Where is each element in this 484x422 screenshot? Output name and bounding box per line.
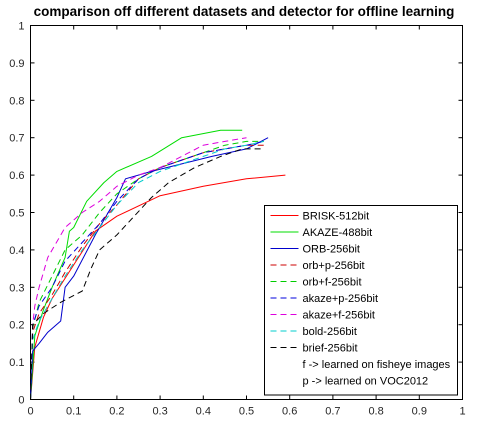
x-tick-label: 0.7 — [325, 406, 340, 418]
series-lines — [30, 129, 286, 400]
series-line-akaze-488bit — [30, 129, 243, 400]
x-tick-label: 0.4 — [196, 406, 211, 418]
y-tick-label: 0.8 — [9, 95, 24, 107]
series-line-orb-f-256bit — [30, 140, 264, 400]
x-tick-label: 0.9 — [412, 406, 427, 418]
legend-entry-label: orb+p-256bit — [303, 260, 365, 272]
y-tick-label: 0.3 — [9, 282, 24, 294]
legend-box — [264, 205, 458, 396]
y-tick-label: 0.1 — [9, 357, 24, 369]
legend-note: p -> learned on VOC2012 — [303, 376, 429, 388]
x-tick-label: 0.3 — [152, 406, 167, 418]
y-tick-label: 0.7 — [9, 133, 24, 145]
x-tick-label: 0.8 — [368, 406, 383, 418]
series-line-bold-256bit — [30, 140, 264, 400]
series-line-brief-256bit — [30, 148, 264, 400]
legend-entry-label: BRISK-512bit — [303, 211, 370, 223]
y-tick-label: 0.9 — [9, 58, 24, 70]
legend-entry-label: akaze+f-256bit — [303, 310, 375, 322]
y-tick-label: 0.4 — [9, 245, 24, 257]
legend: BRISK-512bit AKAZE-488bit ORB-256bit orb+p-… — [264, 205, 458, 396]
series-line-akaze-f-256bit — [30, 137, 247, 400]
legend-entry-label: akaze+p-256bit — [303, 293, 379, 305]
x-tick-label: 1 — [459, 406, 465, 418]
x-tick-label: 0.1 — [66, 406, 81, 418]
x-tick-label: 0.2 — [109, 406, 124, 418]
legend-entry-label: AKAZE-488bit — [303, 227, 373, 239]
series-line-akaze-p-256bit — [30, 140, 264, 400]
y-tick-label: 0.5 — [9, 208, 24, 220]
legend-entry-label: brief-256bit — [303, 343, 358, 355]
y-tick-label: 0.6 — [9, 170, 24, 182]
legend-entry-label: bold-256bit — [303, 326, 357, 338]
x-tick-label: 0.5 — [239, 406, 254, 418]
series-line-brisk-512bit — [30, 174, 286, 400]
series-line-orb-256bit — [30, 137, 269, 400]
chart-title: comparison off different datasets and de… — [34, 4, 455, 19]
x-tick-label: 0.6 — [282, 406, 297, 418]
y-tick-label: 1 — [18, 21, 24, 33]
x-tick-label: 0 — [27, 406, 33, 418]
axis-ticks: 0 0.1 0.2 0.3 0.4 0.5 0.6 0.7 0.8 0.9 1 0 0.1 0.2 0.3 0… — [9, 21, 465, 418]
legend-entry-label: ORB-256bit — [303, 244, 360, 256]
legend-entry-label: orb+f-256bit — [303, 277, 362, 289]
y-tick-label: 0.2 — [9, 320, 24, 332]
legend-note: f -> learned on fisheye images — [303, 359, 451, 371]
series-line-orb-p-256bit — [30, 144, 264, 400]
y-tick-label: 0 — [18, 395, 24, 407]
